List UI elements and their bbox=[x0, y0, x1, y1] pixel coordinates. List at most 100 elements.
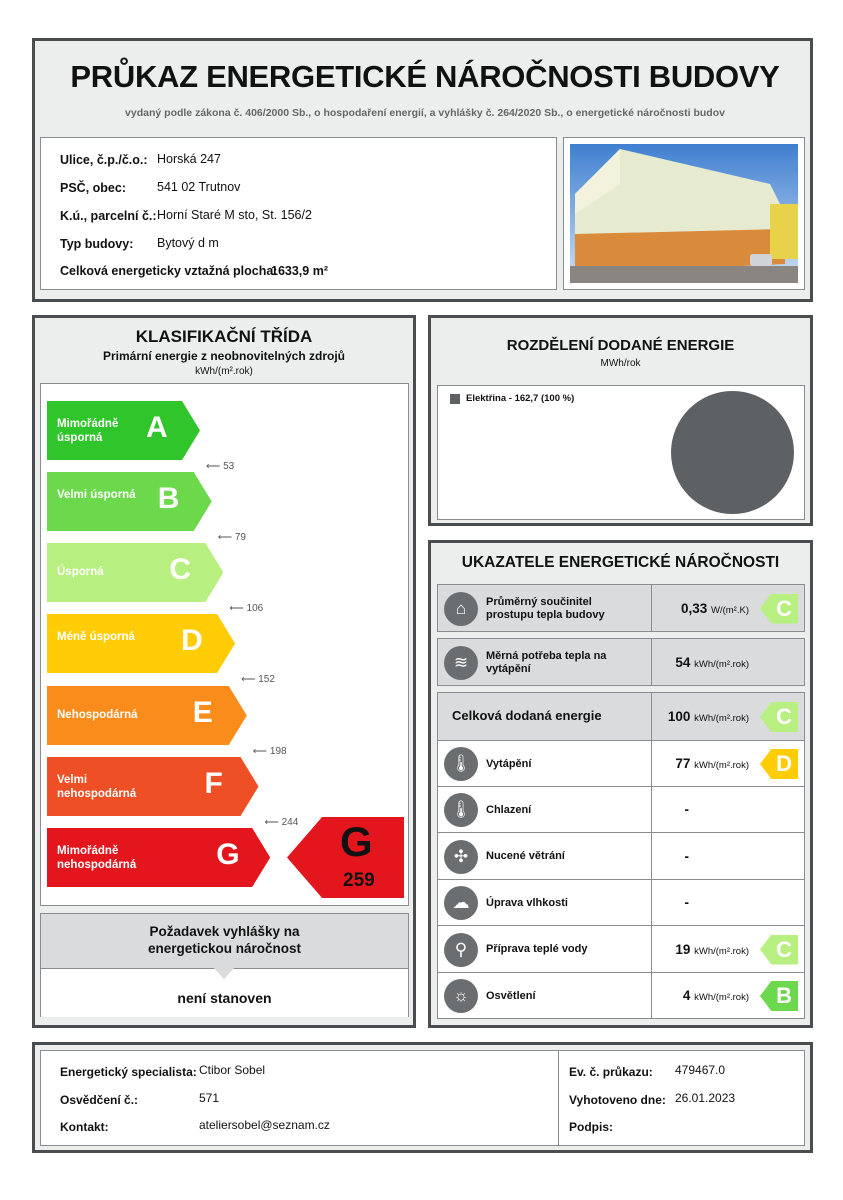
date-label: Vyhotoveno dne: bbox=[569, 1093, 666, 1107]
indicator-value: - bbox=[685, 849, 690, 864]
distribution-title: ROZDĚLENÍ DODANÉ ENERGIE bbox=[506, 337, 735, 354]
class-label: Méně úsporná bbox=[57, 631, 135, 643]
class-badge: D bbox=[760, 749, 798, 779]
date-value: 26.01.2023 bbox=[675, 1091, 736, 1105]
cert-label: Osvědčení č.: bbox=[60, 1093, 139, 1107]
value-number: 77 bbox=[675, 756, 691, 771]
class-bar-a: Mimořádně úsporná A bbox=[47, 401, 200, 460]
building-info: Ulice, č.p./č.o.: Horská 247 PSČ, obec: … bbox=[40, 137, 557, 290]
heat-thermometer-icon: ≋ bbox=[444, 645, 478, 680]
value-number: 0,33 bbox=[680, 600, 708, 616]
class-badge: C bbox=[760, 702, 798, 732]
indicator-label: Nucené větrání bbox=[486, 850, 565, 862]
class-letter: E bbox=[192, 696, 213, 729]
info-label: PSČ, obec: bbox=[60, 181, 126, 195]
class-letter: G bbox=[216, 838, 240, 871]
building-image bbox=[570, 144, 798, 283]
contact-value[interactable]: ateliersobel@seznam.cz bbox=[199, 1118, 330, 1132]
class-letter: A bbox=[146, 411, 168, 444]
threshold-value: 53 bbox=[223, 461, 235, 472]
cooling-icon: 🌡 bbox=[444, 793, 478, 827]
class-label: Nehospodárná bbox=[57, 709, 138, 721]
class-badge: C bbox=[760, 934, 798, 965]
indicator-row: ⚲ Příprava teplé vody 19 kWh/(m².rok) C bbox=[437, 925, 805, 973]
indicator-label: Průměrný součinitel prostupu tepla budov… bbox=[486, 595, 605, 621]
class-label: Velmi úsporná bbox=[57, 489, 136, 501]
class-label: Úsporná bbox=[57, 566, 104, 578]
info-value: Bytový d m bbox=[157, 236, 219, 250]
page-title: PRŮKAZ ENERGETICKÉ NÁROČNOSTI BUDOVY bbox=[70, 59, 780, 94]
class-label: Velmi nehospodárná bbox=[57, 774, 137, 800]
footer-info: Energetický specialista: Ctibor Sobel Os… bbox=[40, 1050, 805, 1146]
pie-slice-electricity bbox=[671, 391, 794, 514]
class-letter: F bbox=[204, 767, 223, 800]
value-number: 54 bbox=[675, 654, 691, 670]
indicator-value: - bbox=[685, 895, 690, 910]
info-value: Horská 247 bbox=[157, 152, 221, 166]
distribution-chart: Elektřina - 162,7 (100 %) bbox=[437, 385, 805, 520]
sign-label: Podpis: bbox=[569, 1120, 613, 1134]
class-letter: C bbox=[169, 553, 192, 586]
indicator-row: ≋ Měrná potřeba tepla na vytápění 54 kWh/(… bbox=[437, 638, 805, 686]
class-bar-f: Velmi nehospodárná F bbox=[47, 757, 259, 816]
class-letter: D bbox=[181, 624, 203, 657]
value-unit: kWh/(m².rok) bbox=[694, 713, 749, 724]
threshold-value: 79 bbox=[234, 532, 246, 543]
class-letter: B bbox=[157, 482, 180, 515]
indicator-value: 4 kWh/(m².rok) bbox=[683, 988, 749, 1003]
cert-value: 571 bbox=[199, 1091, 220, 1105]
result-class: G bbox=[340, 818, 373, 865]
value-number: - bbox=[684, 895, 690, 910]
indicator-row: 🌡 Vytápění 77 kWh/(m².rok) D bbox=[437, 740, 805, 787]
indicator-row: ✣ Nucené větrání - bbox=[437, 832, 805, 880]
class-threshold: ⟵ 106 bbox=[229, 603, 263, 614]
threshold-value: 244 bbox=[281, 817, 299, 828]
indicator-label: Úprava vlhkosti bbox=[486, 896, 568, 909]
info-label: Typ budovy: bbox=[60, 237, 134, 251]
area-label: Celková energeticky vztažná plocha: bbox=[60, 264, 278, 278]
humidity-icon: ☁ bbox=[444, 886, 478, 920]
indicator-value: 19 kWh/(m².rok) bbox=[675, 942, 749, 957]
info-label: Ulice, č.p./č.o.: bbox=[60, 153, 148, 167]
house-icon: ⌂ bbox=[444, 591, 478, 626]
legend-swatch bbox=[450, 394, 460, 404]
class-threshold: ⟵ 53 bbox=[206, 461, 234, 472]
indicator-label: Celková dodaná energie bbox=[452, 708, 602, 723]
ev-value: 479467.0 bbox=[675, 1063, 726, 1077]
arrow-left-icon: ⟵ bbox=[252, 746, 270, 757]
arrow-left-icon: ⟵ bbox=[206, 461, 224, 472]
class-threshold: ⟵ 152 bbox=[241, 674, 275, 685]
value-number: - bbox=[684, 802, 690, 817]
threshold-value: 198 bbox=[269, 746, 287, 757]
value-unit: kWh/(m².rok) bbox=[694, 658, 749, 670]
specialist-label: Energetický specialista: bbox=[60, 1065, 197, 1079]
result-value: 259 bbox=[343, 870, 375, 891]
class-threshold: ⟵ 79 bbox=[218, 532, 246, 543]
area-value: 1633,9 m² bbox=[271, 264, 328, 278]
value-unit: kWh/(m².rok) bbox=[694, 992, 749, 1003]
info-value: 541 02 Trutnov bbox=[157, 180, 241, 194]
indicator-label: Příprava teplé vody bbox=[486, 943, 588, 955]
class-threshold: ⟵ 244 bbox=[265, 817, 299, 828]
class-bar-g: Mimořádně nehospodárná G bbox=[47, 828, 270, 887]
threshold-value: 152 bbox=[258, 674, 275, 685]
requirement-box: Požadavek vyhlášky na energetickou nároč… bbox=[40, 913, 409, 1017]
indicator-label: Měrná potřeba tepla na vytápění bbox=[486, 649, 607, 675]
indicator-label: Osvětlení bbox=[486, 989, 536, 1002]
classification-title: KLASIFIKAČNÍ TŘÍDA bbox=[135, 327, 313, 346]
value-number: 100 bbox=[667, 709, 691, 724]
arrow-left-icon: ⟵ bbox=[241, 674, 259, 685]
indicator-value: - bbox=[685, 802, 690, 817]
classification-unit: kWh/(m².rok) bbox=[195, 366, 253, 377]
indicator-label: Chlazení bbox=[486, 803, 532, 816]
value-number: 19 bbox=[675, 941, 691, 957]
classification-subtitle: Primární energie z neobnovitelných zdroj… bbox=[102, 349, 346, 363]
bulb-icon: ☼ bbox=[444, 979, 478, 1013]
indicator-value: 0,33 W/(m².K) bbox=[681, 601, 749, 616]
indicator-value: 77 kWh/(m².rok) bbox=[675, 756, 749, 771]
fan-icon: ✣ bbox=[444, 839, 478, 874]
arrow-left-icon: ⟵ bbox=[217, 532, 235, 543]
requirement-title: Požadavek vyhlášky na energetickou nároč… bbox=[147, 924, 302, 956]
class-bar-c: Úsporná C bbox=[47, 543, 223, 602]
indicator-value: 100 kWh/(m².rok) bbox=[668, 709, 749, 724]
